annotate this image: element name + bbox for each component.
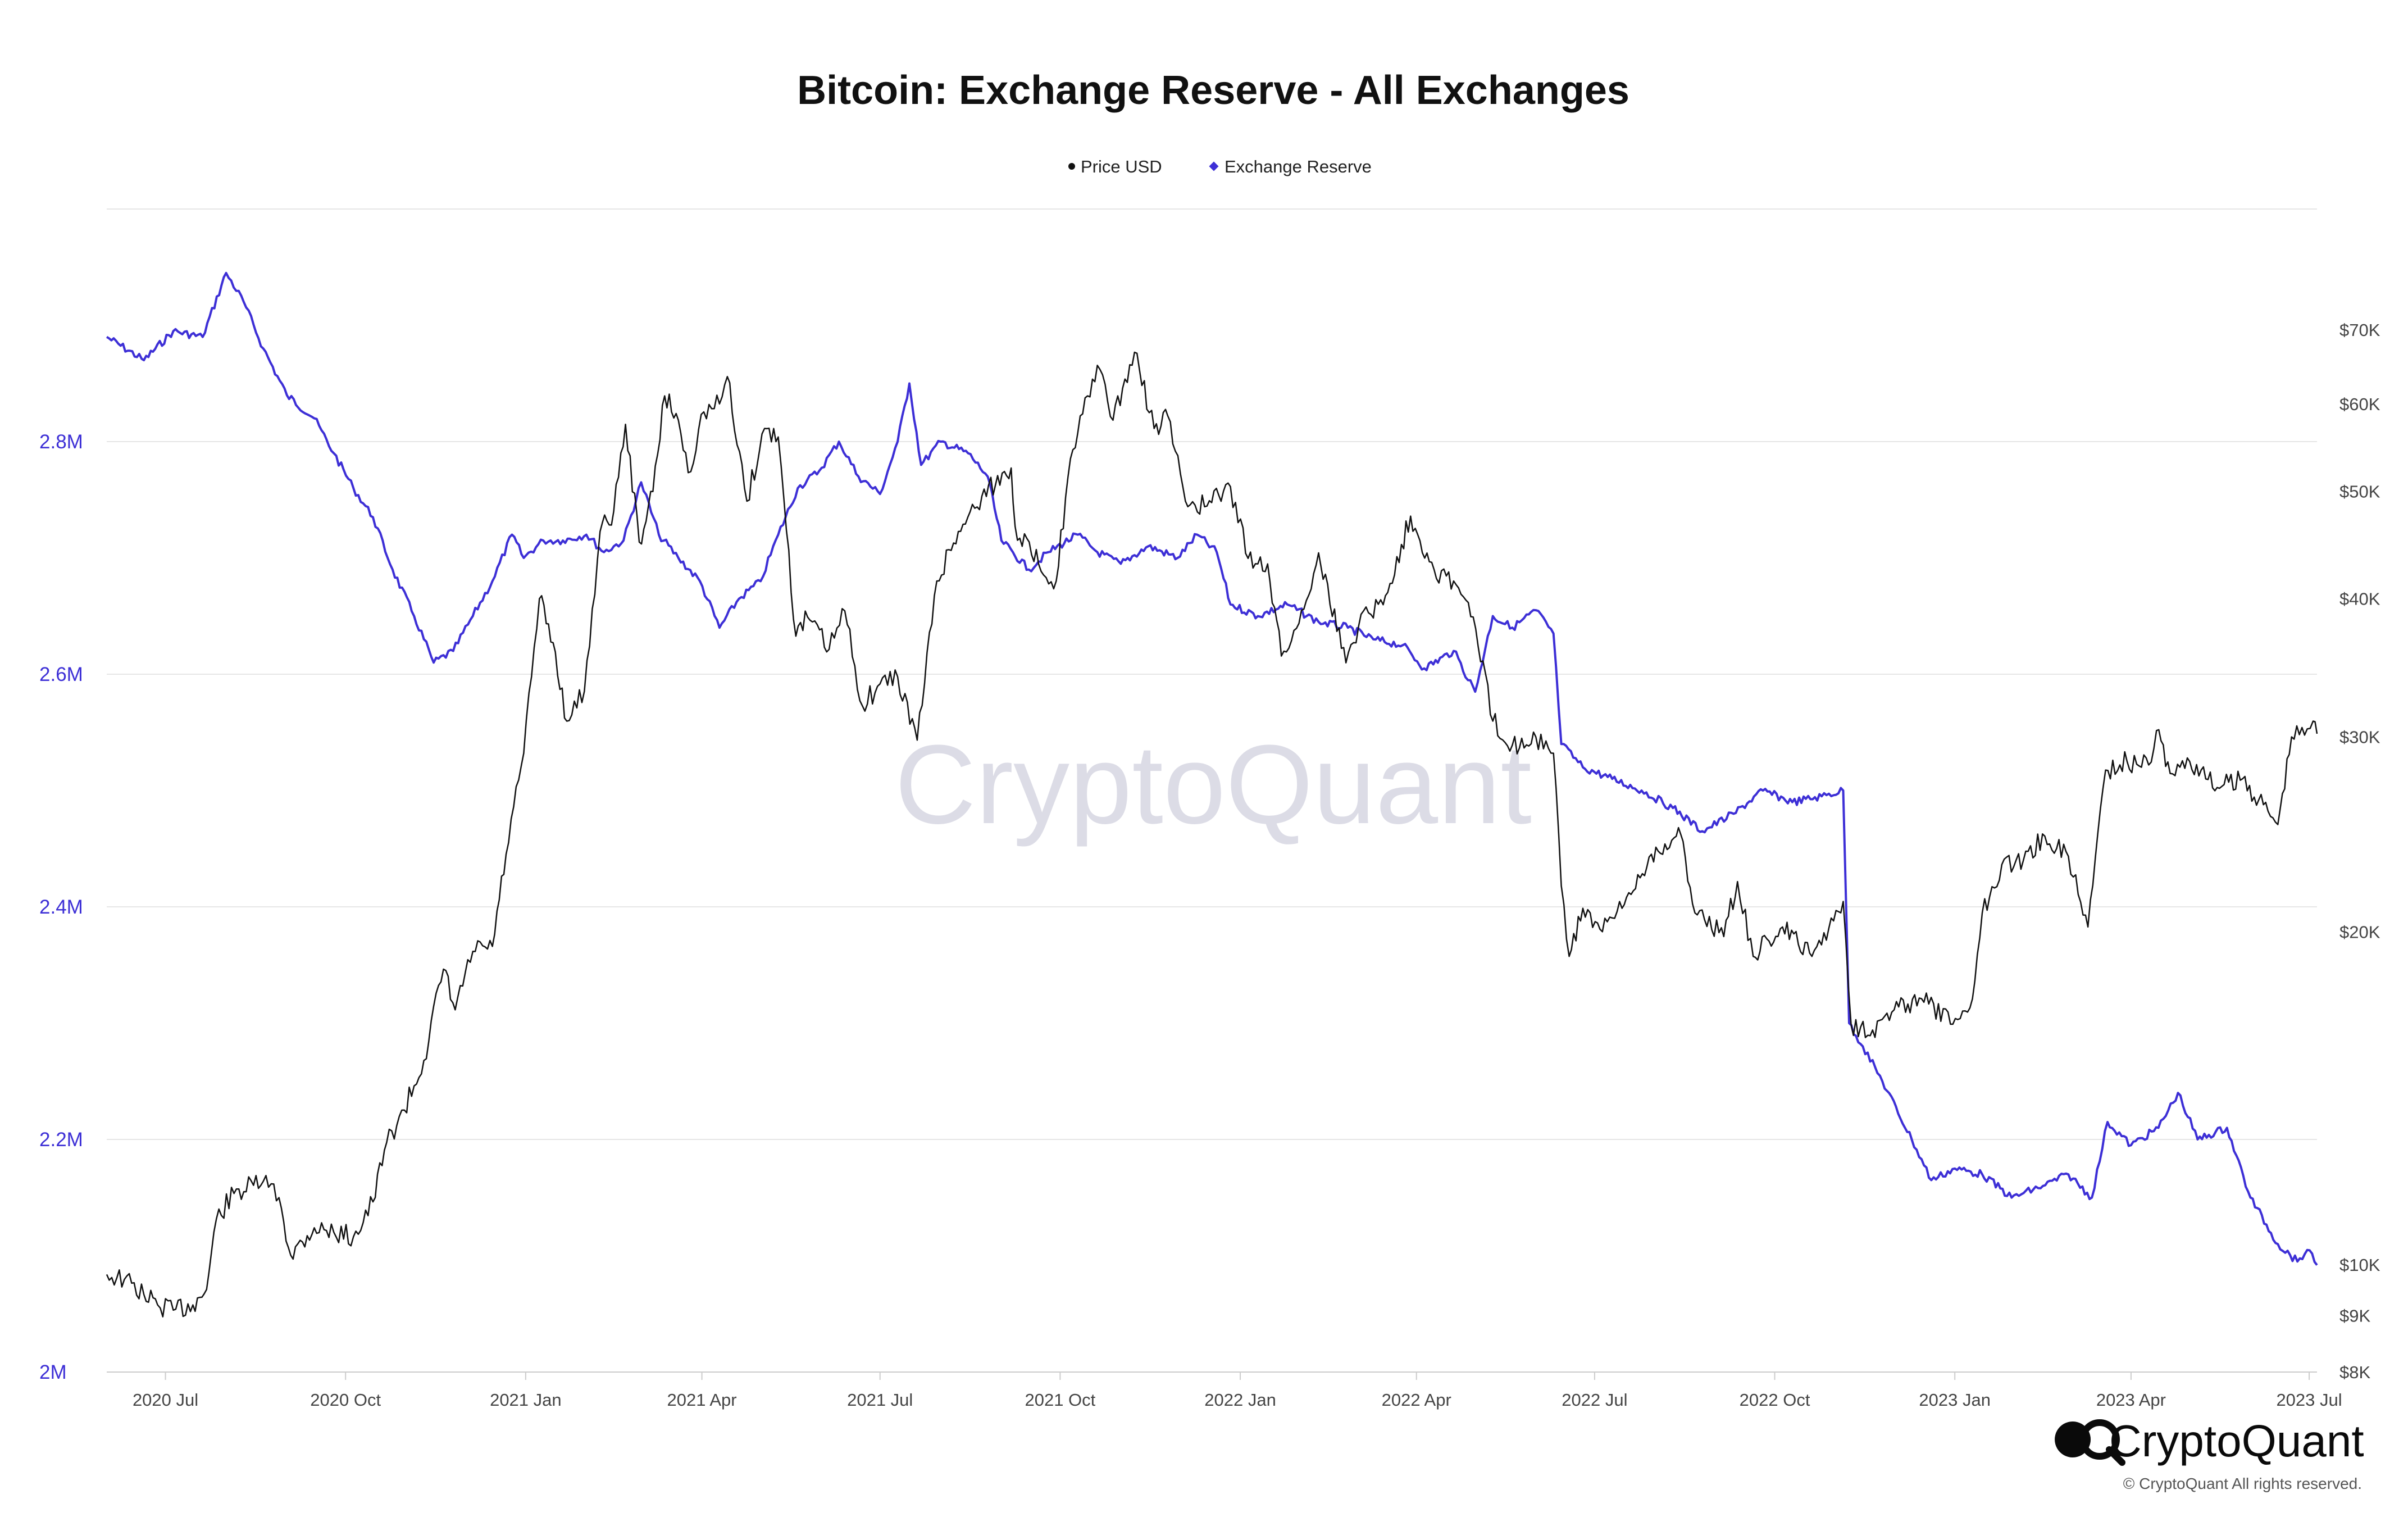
legend-label-price: Price USD bbox=[1081, 157, 1162, 176]
y-right-tick-label: $30K bbox=[2339, 728, 2380, 747]
copyright: © CryptoQuant All rights reserved. bbox=[2123, 1475, 2362, 1492]
y-right-tick-label: $70K bbox=[2339, 320, 2380, 340]
brand-name: CryptoQuant bbox=[2109, 1416, 2364, 1466]
y-right-tick-label: $40K bbox=[2339, 589, 2380, 609]
x-tick-label: 2022 Apr bbox=[1382, 1390, 1451, 1410]
x-tick-label: 2021 Jan bbox=[490, 1390, 562, 1410]
x-tick-label: 2022 Jul bbox=[1562, 1390, 1627, 1410]
x-tick-label: 2022 Jan bbox=[1204, 1390, 1276, 1410]
legend-label-reserve: Exchange Reserve bbox=[1225, 157, 1372, 176]
legend: Price USD Exchange Reserve bbox=[1068, 157, 1372, 176]
x-tick-label: 2023 Jul bbox=[2276, 1390, 2342, 1410]
series-line-exchange-reserve bbox=[106, 271, 2318, 1266]
x-axis: 2020 Jul 2020 Oct 2021 Jan 2021 Apr 2021 Jul… bbox=[133, 1372, 2342, 1410]
x-tick-label: 2020 Jul bbox=[133, 1390, 198, 1410]
y-left-tick-label: 2.4M bbox=[39, 896, 83, 918]
y-left-tick-label: 2.2M bbox=[39, 1129, 83, 1151]
x-tick-label: 2021 Apr bbox=[667, 1390, 737, 1410]
y-left-tick-label: 2.8M bbox=[39, 431, 83, 453]
x-tick-label: 2022 Oct bbox=[1740, 1390, 1810, 1410]
x-tick-label: 2023 Jan bbox=[1919, 1390, 1991, 1410]
y-right-tick-label: $20K bbox=[2339, 922, 2380, 942]
y-right-tick-label: $8K bbox=[2339, 1362, 2370, 1382]
y-left-tick-label: 2M bbox=[39, 1361, 67, 1383]
x-tick-label: 2021 Oct bbox=[1025, 1390, 1095, 1410]
brand-logo: CryptoQuant bbox=[2055, 1416, 2364, 1466]
chart-title: Bitcoin: Exchange Reserve - All Exchange… bbox=[797, 68, 1629, 113]
y-axis-right: $8K $9K $10K $20K $30K $40K $50K $60K $70K bbox=[2339, 320, 2380, 1382]
legend-marker-reserve bbox=[1209, 161, 1219, 171]
y-axis-left: 2M 2.2M 2.4M 2.6M 2.8M bbox=[39, 431, 83, 1383]
series-line-price-usd bbox=[106, 351, 2318, 1318]
y-right-tick-label: $9K bbox=[2339, 1306, 2370, 1325]
grid bbox=[107, 441, 2317, 1373]
watermark: CryptoQuant bbox=[895, 722, 1532, 847]
legend-marker-price bbox=[1068, 163, 1075, 170]
y-right-tick-label: $60K bbox=[2339, 394, 2380, 414]
y-right-tick-label: $50K bbox=[2339, 482, 2380, 502]
y-right-tick-label: $10K bbox=[2339, 1255, 2380, 1275]
y-left-tick-label: 2.6M bbox=[39, 664, 83, 685]
x-tick-label: 2020 Oct bbox=[310, 1390, 381, 1410]
x-tick-label: 2023 Apr bbox=[2096, 1390, 2166, 1410]
cryptoquant-logo-icon bbox=[2055, 1419, 2125, 1466]
x-tick-label: 2021 Jul bbox=[847, 1390, 913, 1410]
